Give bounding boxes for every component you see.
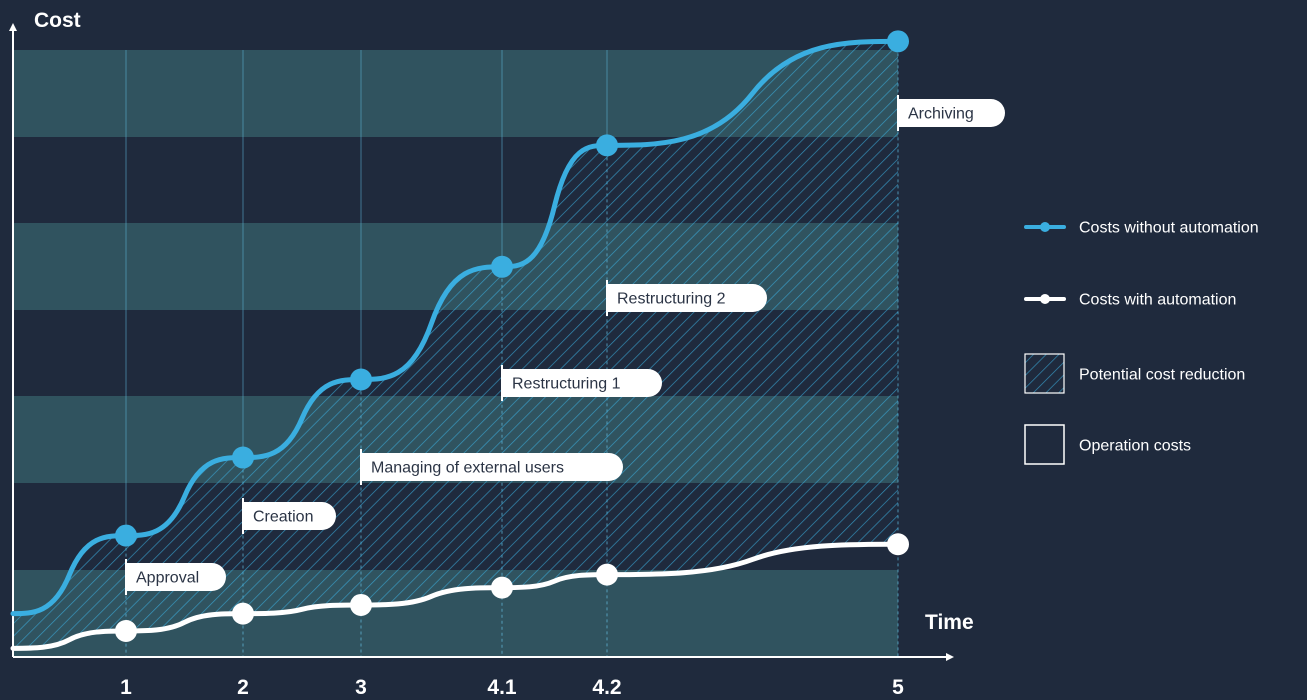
phase-label-text: Archiving <box>908 106 974 123</box>
costs-without-automation-point <box>596 134 618 157</box>
costs-with-automation-point <box>350 593 372 616</box>
phase-label: Approval <box>125 559 226 595</box>
y-axis-title: Cost <box>34 9 81 32</box>
x-axis-arrow <box>946 653 954 661</box>
legend-item: Costs without automation <box>1024 220 1259 237</box>
x-tick-label: 5 <box>892 676 904 699</box>
y-axis-arrow <box>9 23 17 31</box>
costs-with-automation-point <box>115 619 137 642</box>
x-tick-label: 4.2 <box>592 676 621 699</box>
x-tick-label: 3 <box>355 676 367 699</box>
legend: Costs without automation Costs with autom… <box>1024 220 1259 465</box>
legend-label: Costs with automation <box>1079 292 1236 309</box>
axes: Cost Time <box>9 9 974 661</box>
phase-label-text: Creation <box>253 509 313 526</box>
costs-without-automation-point <box>115 524 137 547</box>
costs-without-automation-point <box>232 446 254 469</box>
costs-with-automation-point <box>491 576 513 599</box>
costs-without-automation-point <box>887 30 909 53</box>
phase-labels: Approval Creation Managing of external use… <box>125 95 1005 595</box>
x-tick-label: 1 <box>120 676 132 699</box>
potential-cost-reduction-area <box>13 41 898 649</box>
phase-label-text: Managing of external users <box>371 460 564 477</box>
x-tick-label: 4.1 <box>487 676 517 699</box>
costs-without-automation-point <box>350 368 372 391</box>
phase-label: Creation <box>242 498 336 534</box>
legend-item: Costs with automation <box>1024 292 1236 309</box>
phase-label: Restructuring 2 <box>606 280 767 316</box>
phase-label-text: Restructuring 2 <box>617 291 726 308</box>
costs-with-automation-point <box>887 533 909 556</box>
phase-label: Managing of external users <box>360 449 623 485</box>
x-axis-title: Time <box>925 611 974 634</box>
legend-label: Potential cost reduction <box>1079 367 1245 384</box>
phase-label: Archiving <box>897 95 1005 131</box>
legend-label: Operation costs <box>1079 438 1191 455</box>
legend-item: Operation costs <box>1024 424 1191 465</box>
legend-label: Costs without automation <box>1079 220 1259 237</box>
x-tick-label: 2 <box>237 676 249 699</box>
costs-with-automation-point <box>232 602 254 625</box>
series-points <box>115 30 909 642</box>
legend-item: Potential cost reduction <box>1024 353 1245 394</box>
phase-label: Restructuring 1 <box>501 365 662 401</box>
x-tick-labels: 1 2 3 4.1 4.2 5 <box>120 676 904 699</box>
costs-without-automation-point <box>491 255 513 278</box>
phase-label-text: Approval <box>136 570 199 587</box>
costs-with-automation-point <box>596 563 618 586</box>
phase-label-text: Restructuring 1 <box>512 376 621 393</box>
